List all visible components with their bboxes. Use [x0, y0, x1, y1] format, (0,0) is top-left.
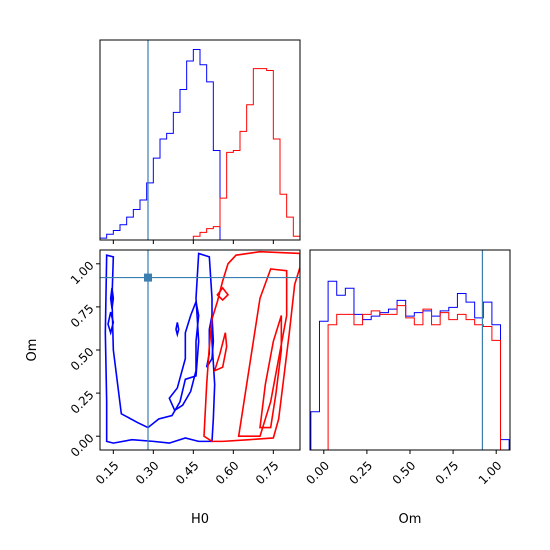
om-hist-xtick-label-0: 0.00 — [303, 458, 332, 487]
xlabel-om: Om — [399, 512, 422, 527]
joint-xtick-label-3: 0.60 — [213, 458, 242, 487]
om-histogram-panel: 0.00 0.25 0.50 0.75 1.00 — [303, 249, 511, 487]
joint-xtick-label-1: 0.30 — [133, 458, 162, 487]
h0-hist-frame — [99, 39, 301, 241]
joint-series-0-contour-5 — [175, 322, 180, 338]
xlabel-h0: H0 — [191, 512, 209, 527]
om-hist-frame — [309, 249, 511, 451]
om-hist-series-1 — [310, 305, 510, 451]
joint-contours — [104, 250, 300, 444]
joint-ytick-label-1: 0.25 — [68, 388, 97, 417]
joint-xtick-label-2: 0.45 — [173, 458, 202, 487]
joint-series-1-contour-3 — [213, 332, 228, 373]
joint-xtick-label-4: 0.75 — [253, 458, 282, 487]
h0-hist-series-0 — [99, 49, 300, 241]
joint-series-1-contour-4 — [216, 286, 230, 302]
joint-series-0-contour-3 — [107, 311, 115, 336]
joint-series-0-contour-0 — [104, 252, 216, 444]
om-hist-series-0 — [310, 280, 510, 450]
om-hist-xtick-label-4: 1.00 — [476, 458, 505, 487]
joint-ytick-label-0: 0.00 — [68, 431, 97, 460]
joint-series-0-contour-4 — [109, 287, 115, 309]
om-hist-xtick-label-3: 0.75 — [433, 458, 462, 487]
joint-truth-marker — [144, 273, 152, 282]
joint-series-1-contour-0 — [203, 250, 300, 443]
joint-frame — [99, 249, 301, 451]
om-hist-xtick-label-1: 0.25 — [346, 458, 375, 487]
joint-ytick-label-4: 1.00 — [68, 258, 97, 287]
joint-ytick-label-3: 0.75 — [68, 302, 97, 331]
joint-xtick-label-0: 0.15 — [93, 458, 122, 487]
joint-series-1-contour-1 — [237, 268, 288, 438]
joint-contour-panel: 0.15 0.30 0.45 0.60 0.75 0.00 0.25 0.50 0.75 1.00 — [68, 249, 301, 487]
om-hist-xtick-label-2: 0.50 — [390, 458, 419, 487]
joint-series-0-contour-1 — [168, 298, 200, 412]
ylabel-om-joint: Om — [25, 339, 40, 362]
joint-ytick-label-2: 0.50 — [68, 345, 97, 374]
h0-histogram-panel — [99, 39, 301, 244]
joint-series-1-contour-2 — [259, 315, 283, 429]
h0-hist-series-1 — [100, 68, 301, 241]
